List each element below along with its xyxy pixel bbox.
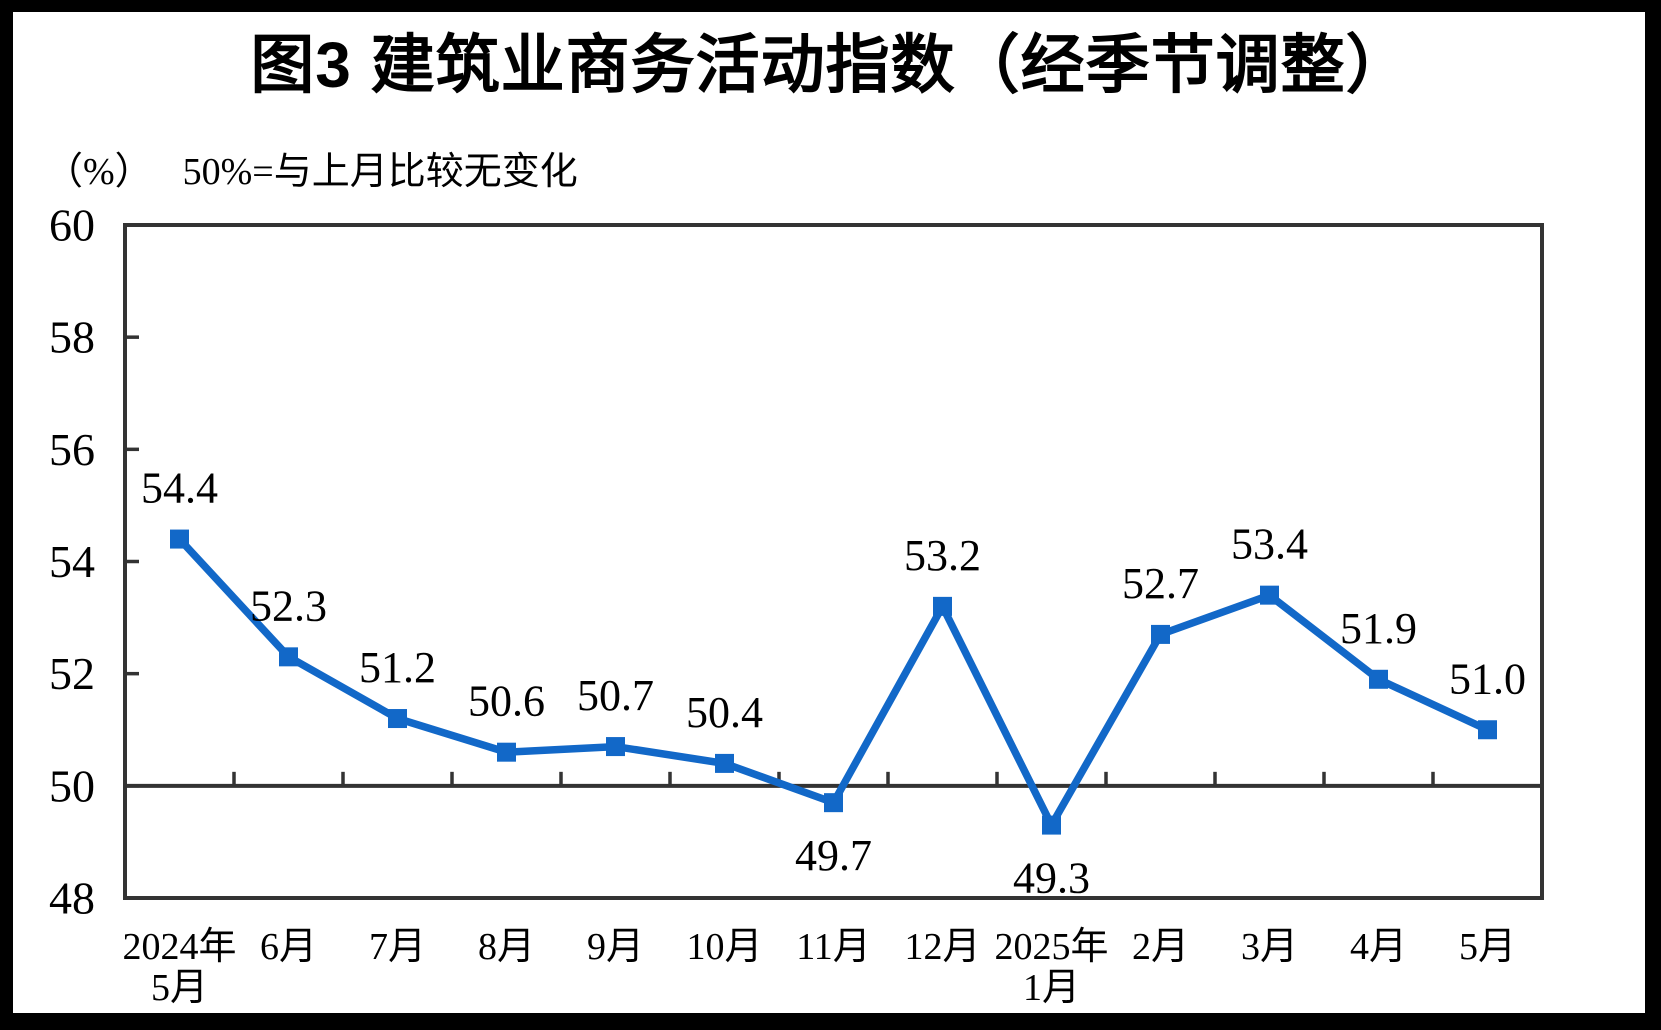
data-point-marker bbox=[1369, 669, 1388, 689]
data-point-marker bbox=[388, 709, 407, 729]
data-point-label: 52.7 bbox=[1122, 559, 1199, 608]
x-axis-tick-label: 9月 bbox=[587, 926, 644, 968]
data-point-marker bbox=[606, 737, 625, 757]
x-axis-tick-label: 6月 bbox=[260, 926, 317, 968]
data-point-marker bbox=[497, 742, 516, 762]
data-point-marker bbox=[933, 596, 952, 616]
chart-title: 图3 建筑业商务活动指数（经季节调整） bbox=[250, 29, 1411, 101]
data-point-label: 53.4 bbox=[1231, 520, 1308, 569]
chart-canvas bbox=[13, 12, 1645, 1013]
y-axis-tick-label: 48 bbox=[49, 873, 95, 924]
data-point-label: 51.0 bbox=[1449, 654, 1526, 703]
data-point-marker bbox=[170, 529, 189, 549]
x-axis-tick-label: 10月 bbox=[686, 926, 762, 968]
data-point-marker bbox=[1478, 720, 1497, 740]
data-point-label: 50.7 bbox=[577, 671, 654, 720]
x-axis-tick-label: 4月 bbox=[1350, 926, 1407, 968]
data-point-label: 54.4 bbox=[141, 464, 218, 513]
reference-note: 50%=与上月比较无变化 bbox=[182, 151, 578, 193]
x-axis-tick-label: 11月 bbox=[796, 926, 871, 968]
x-axis-tick-label: 3月 bbox=[1241, 926, 1298, 968]
y-axis-tick-label: 52 bbox=[49, 648, 95, 699]
y-axis-tick-label: 58 bbox=[49, 312, 95, 363]
data-point-marker bbox=[824, 793, 843, 813]
y-axis-unit-label: （%） bbox=[45, 151, 153, 193]
y-axis-tick-label: 60 bbox=[49, 200, 95, 251]
x-axis-tick-label: 12月 bbox=[904, 926, 980, 968]
data-point-label: 49.7 bbox=[795, 831, 872, 880]
data-point-marker bbox=[715, 753, 734, 773]
data-point-label: 52.3 bbox=[250, 581, 327, 630]
chart-subtitle: （%） 50%=与上月比较无变化 bbox=[45, 140, 578, 195]
data-point-label: 49.3 bbox=[1013, 854, 1090, 903]
x-axis-tick-label: 2月 bbox=[1132, 926, 1189, 968]
x-axis-tick-label: 5月 bbox=[1459, 926, 1516, 968]
y-axis-tick-label: 56 bbox=[49, 424, 95, 475]
y-axis-tick-label: 54 bbox=[49, 536, 95, 587]
x-axis-tick-label: 8月 bbox=[478, 926, 535, 968]
data-point-marker bbox=[1042, 815, 1061, 835]
x-axis-tick-label: 7月 bbox=[369, 926, 426, 968]
x-axis-tick-label: 2024年 5月 bbox=[122, 926, 236, 1009]
data-point-label: 53.2 bbox=[904, 531, 981, 580]
data-point-marker bbox=[1151, 624, 1170, 644]
data-point-label: 51.2 bbox=[359, 643, 436, 692]
data-point-label: 50.4 bbox=[686, 688, 763, 737]
x-axis-tick-label: 2025年 1月 bbox=[994, 926, 1108, 1009]
y-axis-tick-label: 50 bbox=[49, 760, 95, 811]
data-point-label: 51.9 bbox=[1340, 604, 1417, 653]
data-point-label: 50.6 bbox=[468, 677, 545, 726]
data-point-marker bbox=[1260, 585, 1279, 605]
data-point-marker bbox=[279, 647, 298, 667]
